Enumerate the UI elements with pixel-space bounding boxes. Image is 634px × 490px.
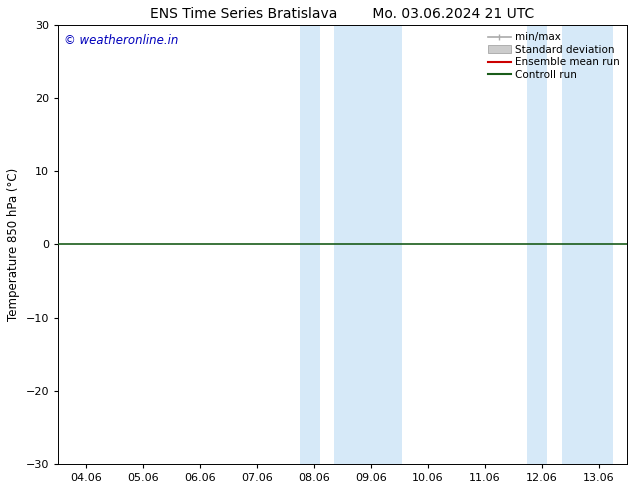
Text: © weatheronline.in: © weatheronline.in <box>64 34 178 47</box>
Bar <box>300 25 320 464</box>
Title: ENS Time Series Bratislava        Mo. 03.06.2024 21 UTC: ENS Time Series Bratislava Mo. 03.06.202… <box>150 7 534 21</box>
Bar <box>334 25 403 464</box>
Bar <box>527 25 547 464</box>
Legend: min/max, Standard deviation, Ensemble mean run, Controll run: min/max, Standard deviation, Ensemble me… <box>486 30 622 82</box>
Y-axis label: Temperature 850 hPa (°C): Temperature 850 hPa (°C) <box>7 168 20 321</box>
Bar <box>562 25 613 464</box>
